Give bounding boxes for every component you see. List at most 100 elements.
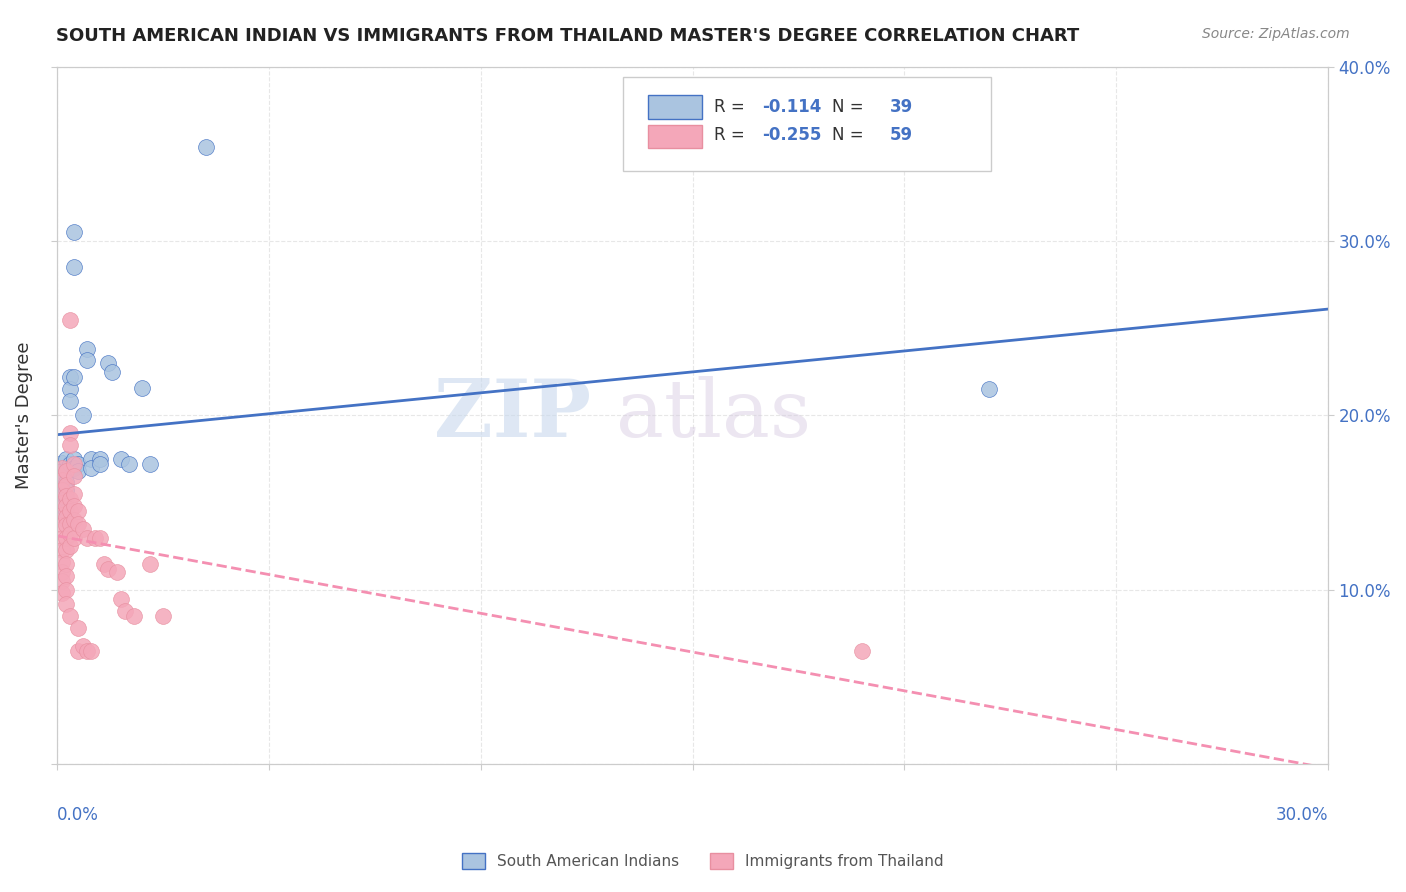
Point [51,574,73,588]
Point [76,352,98,367]
Point [67,464,90,478]
Point [55,509,77,524]
Legend: South American Indians, Immigrants from Thailand: South American Indians, Immigrants from … [456,847,950,875]
Text: -0.255: -0.255 [762,126,823,144]
Point [59,370,82,384]
Point [80,644,103,658]
Point [80,460,103,475]
Text: -0.114: -0.114 [762,98,823,116]
Point [51,531,73,545]
Point [93,557,115,571]
Text: 30.0%: 30.0% [1275,806,1329,824]
Text: R =: R = [714,126,751,144]
Point [59,382,82,396]
Point [67,504,90,518]
FancyBboxPatch shape [648,95,702,119]
Point [67,457,90,471]
Point [59,425,82,440]
Point [59,438,82,452]
Point [63,469,86,483]
Point [51,508,73,522]
Point [55,475,77,489]
Text: Source: ZipAtlas.com: Source: ZipAtlas.com [1202,27,1350,41]
Point [67,516,90,531]
Point [114,604,136,618]
Point [152,609,174,624]
Point [51,542,73,557]
Point [59,527,82,541]
Point [63,225,86,239]
Point [55,531,77,545]
Point [51,483,73,498]
Point [51,586,73,600]
Point [55,504,77,518]
Y-axis label: Master's Degree: Master's Degree [15,342,32,489]
Point [51,460,73,475]
Text: ZIP: ZIP [434,376,591,454]
Point [55,452,77,467]
Text: N =: N = [832,98,869,116]
Point [55,492,77,507]
Point [105,566,128,580]
Point [851,644,873,658]
Point [51,475,73,489]
Point [55,499,77,513]
Point [59,394,82,409]
Point [67,644,90,658]
Point [59,539,82,553]
Point [55,483,77,498]
Point [80,452,103,467]
FancyBboxPatch shape [623,77,991,171]
Point [51,464,73,478]
Point [55,569,77,583]
Point [51,518,73,533]
Point [51,487,73,501]
Point [76,342,98,356]
Point [59,312,82,326]
Point [63,531,86,545]
Point [63,370,86,384]
Point [63,513,86,527]
Point [72,522,94,536]
Point [55,489,77,503]
Point [89,452,111,467]
Point [131,380,153,394]
Point [67,621,90,635]
Point [139,557,162,571]
Point [110,591,132,606]
Point [55,518,77,533]
Point [63,487,86,501]
Text: SOUTH AMERICAN INDIAN VS IMMIGRANTS FROM THAILAND MASTER'S DEGREE CORRELATION CH: SOUTH AMERICAN INDIAN VS IMMIGRANTS FROM… [56,27,1080,45]
Point [97,562,120,576]
Point [59,492,82,507]
Point [139,457,162,471]
Point [84,531,107,545]
Point [51,473,73,487]
Point [51,566,73,580]
Point [63,260,86,275]
Point [55,464,77,478]
Point [55,597,77,611]
Point [55,513,77,527]
Text: N =: N = [832,126,869,144]
Point [76,531,98,545]
Text: R =: R = [714,98,751,116]
Point [55,478,77,492]
Point [51,508,73,522]
Point [110,452,132,467]
Point [63,460,86,475]
Point [63,499,86,513]
Text: 39: 39 [890,98,912,116]
Point [63,457,86,471]
Point [59,504,82,518]
Text: atlas: atlas [616,376,811,454]
Point [72,639,94,653]
Point [59,609,82,624]
Point [63,452,86,467]
Point [55,582,77,597]
Point [55,557,77,571]
Point [89,457,111,471]
Point [97,356,120,370]
Point [51,496,73,510]
Point [89,531,111,545]
